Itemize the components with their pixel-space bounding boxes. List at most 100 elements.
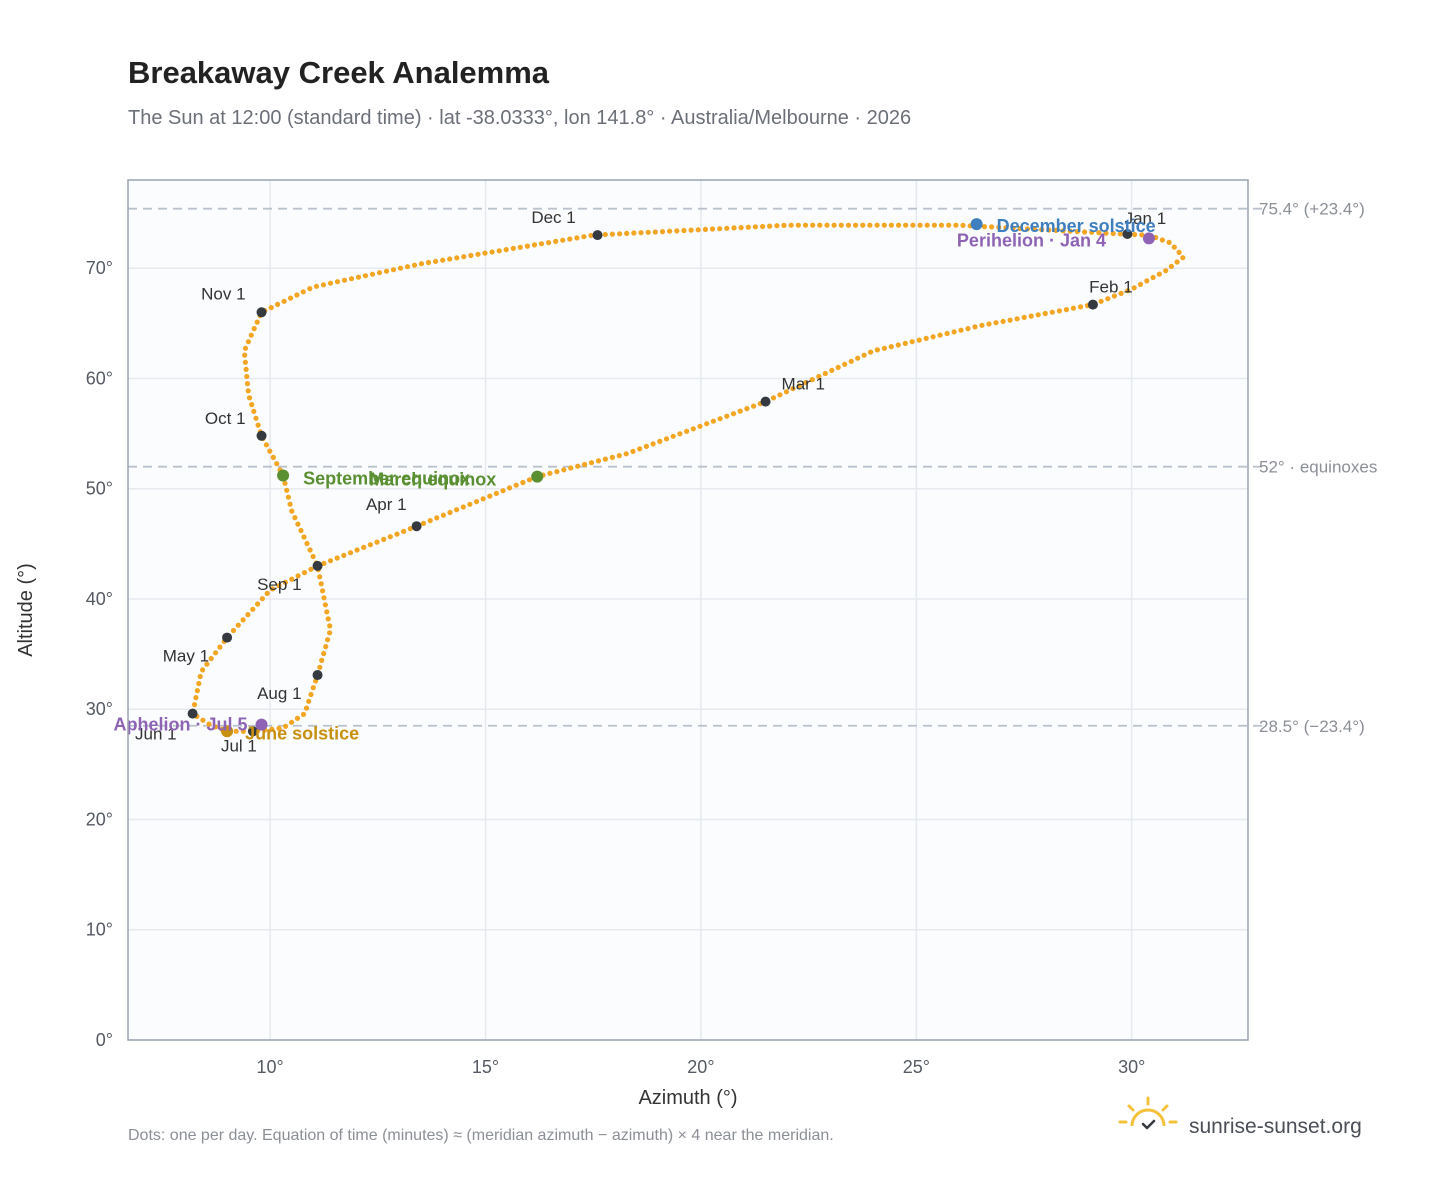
y-tick-label: 70° xyxy=(86,258,113,278)
day-dot xyxy=(965,326,971,332)
reference-line-label: 52° · equinoxes xyxy=(1259,458,1377,477)
day-dot xyxy=(447,256,453,262)
day-dot xyxy=(1168,263,1174,269)
month-dot xyxy=(1087,299,1098,310)
day-dot xyxy=(602,231,608,238)
day-dot xyxy=(468,252,474,259)
sun-logo-icon xyxy=(1118,1096,1178,1130)
y-axis-ticks: 0° 10° 20° 30° 40° 50° 60° 70° xyxy=(86,258,113,1050)
day-dot xyxy=(1105,296,1111,302)
y-axis-title: Altitude (°) xyxy=(15,563,37,657)
day-dot xyxy=(249,402,255,408)
day-dot xyxy=(418,261,425,267)
day-dot xyxy=(1125,288,1131,294)
day-dot xyxy=(245,612,251,618)
day-dot xyxy=(193,695,199,701)
day-dot xyxy=(427,518,433,524)
event-dot xyxy=(1142,232,1155,245)
day-dot xyxy=(289,508,295,514)
day-dot xyxy=(1007,317,1013,323)
day-dot xyxy=(300,711,307,718)
day-dot xyxy=(374,539,380,545)
day-dot xyxy=(1174,259,1180,265)
day-dot xyxy=(575,463,581,469)
month-label: Oct 1 xyxy=(205,409,246,428)
day-dot xyxy=(737,408,743,414)
day-dot xyxy=(674,228,680,234)
day-dot xyxy=(1049,309,1055,315)
day-dot xyxy=(1132,231,1138,238)
day-dot xyxy=(790,386,796,392)
day-dot xyxy=(1171,244,1177,250)
day-dot xyxy=(240,728,246,734)
day-dot xyxy=(609,231,616,237)
day-dot xyxy=(500,488,506,494)
month-label: Apr 1 xyxy=(366,495,407,514)
month-dot xyxy=(760,396,771,407)
day-dot xyxy=(903,222,909,228)
day-dot xyxy=(993,320,999,326)
day-dot xyxy=(657,438,663,444)
day-dot xyxy=(242,345,249,351)
day-dot xyxy=(538,241,545,247)
day-dot xyxy=(704,421,710,427)
day-dot xyxy=(960,222,966,228)
day-dot xyxy=(643,443,650,449)
day-dot xyxy=(860,222,866,228)
day-dot xyxy=(194,688,200,694)
day-dot xyxy=(503,247,509,253)
day-dot xyxy=(317,574,323,580)
day-dot xyxy=(401,528,407,535)
day-dot xyxy=(285,494,291,500)
day-dot xyxy=(659,229,666,235)
day-dot xyxy=(204,661,210,667)
day-dot xyxy=(1082,229,1088,235)
day-dot xyxy=(242,359,248,365)
day-dot xyxy=(616,453,622,459)
day-dot xyxy=(526,477,533,483)
day-dot xyxy=(831,222,837,228)
day-dot xyxy=(1166,239,1172,245)
day-dot xyxy=(321,650,327,657)
day-dot xyxy=(986,321,992,327)
day-dot xyxy=(738,225,744,231)
day-dot xyxy=(327,558,334,564)
day-dot xyxy=(595,458,602,464)
day-dot xyxy=(1042,310,1048,317)
day-dot xyxy=(702,226,709,232)
day-dot xyxy=(489,249,495,255)
day-dot xyxy=(341,277,348,283)
month-dot xyxy=(256,307,267,318)
day-dot xyxy=(367,542,373,548)
day-dot xyxy=(475,251,481,257)
day-dot xyxy=(1035,312,1041,318)
day-dot xyxy=(588,460,595,466)
day-dot xyxy=(304,540,310,547)
day-dot xyxy=(972,324,978,330)
day-dot xyxy=(1089,229,1095,235)
day-dot xyxy=(802,222,809,228)
month-label: Dec 1 xyxy=(531,208,575,227)
day-dot xyxy=(681,227,687,234)
day-dot xyxy=(294,292,300,298)
day-dot xyxy=(517,244,523,250)
day-dot xyxy=(200,667,206,673)
reference-line-label: 28.5° (−23.4°) xyxy=(1259,717,1365,736)
brand-logo[interactable]: sunrise-sunset.org xyxy=(1118,1096,1362,1138)
day-dot xyxy=(245,388,251,394)
day-dot xyxy=(327,280,334,286)
x-axis-ticks: 10° 15° 20° 25° 30° xyxy=(257,1057,1146,1077)
day-dot xyxy=(321,560,327,567)
day-dot xyxy=(440,512,446,518)
day-dot xyxy=(355,274,362,280)
day-dot xyxy=(275,301,281,307)
day-dot xyxy=(240,617,246,623)
day-dot xyxy=(760,223,766,230)
day-dot xyxy=(710,418,717,424)
day-dot xyxy=(881,222,887,228)
day-dot xyxy=(268,305,274,311)
month-dot xyxy=(411,521,422,532)
day-dot xyxy=(425,259,432,266)
day-dot xyxy=(561,467,567,473)
day-dot xyxy=(637,446,643,452)
